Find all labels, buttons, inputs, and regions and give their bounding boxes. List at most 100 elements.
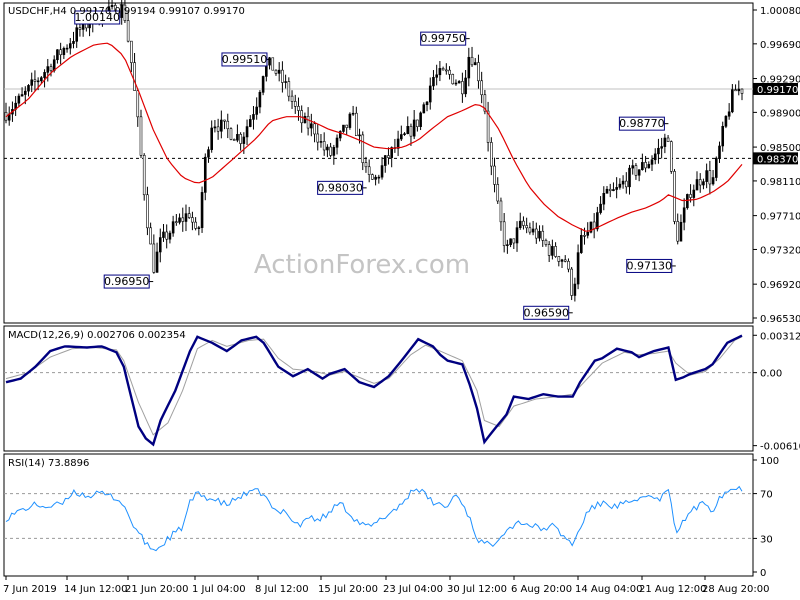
price-y-tick-label: 1.00080 [760,6,800,17]
macd-series [4,334,753,447]
candle-body [714,157,718,178]
candle-body [165,231,168,240]
candle-body [692,189,696,198]
macd-y-tick-label: -0.006103 [760,442,800,453]
candle-body [78,27,82,30]
candle-body [451,74,455,85]
candle-body [187,213,191,218]
candle-body [345,124,348,128]
candle-body [425,101,429,105]
candle-body [535,228,538,239]
macd-y-tick-label: 0.00 [760,369,782,380]
candle-body [506,244,509,246]
candle-body [335,137,339,148]
candle-body [223,119,226,122]
candle-body [663,137,667,147]
candle-body [297,106,300,111]
x-tick-label: 30 Jul 12:00 [447,584,507,595]
annotation-box [618,116,665,131]
candle-body [727,111,731,117]
x-tick-label: 14 Aug 04:00 [575,584,642,595]
annotation-label: 0.96950 [104,275,150,288]
candle-body [59,49,62,56]
candle-body [596,212,599,230]
annotation-box [317,180,364,195]
x-tick-label: 1 Jul 04:00 [192,584,246,595]
candle-body [155,251,159,273]
candle-body [544,240,548,245]
candle-body [644,162,647,169]
candle-body [618,183,622,188]
rsi-panel-title: RSI(14) 73.8896 [8,458,89,469]
candle-body [621,180,625,185]
candle-body [435,74,438,78]
candle-body [615,187,618,190]
x-tick-label: 21 Aug 12:00 [639,584,706,595]
candle-body [528,227,532,233]
candle-body [573,283,577,296]
candle-body [679,221,683,242]
rsi-y-tick-label: 0 [760,568,766,579]
candle-body [72,41,75,44]
candle-body [547,244,551,256]
candle-body [374,176,377,180]
candle-body [367,166,371,175]
rsi-y-tick-label: 30 [760,534,773,545]
candle-body [676,221,680,242]
candle-body [412,119,416,137]
candle-body [698,179,702,186]
candle-body [351,112,355,115]
candle-body [152,243,156,273]
price-annotations: 1.00140 0.96950 0.99510 0.98030 0.99750 0.965… [74,4,676,320]
candle-body [216,126,220,132]
candle-body [718,145,721,159]
candle-body [467,56,471,79]
candle-body [499,200,503,223]
candle-body [136,90,140,118]
candle-body [268,57,271,66]
candle-body [252,114,255,120]
candle-body [438,68,442,76]
candle-body [338,131,342,139]
candle-body [36,80,40,83]
candle-body [364,162,368,168]
candle-body [322,141,326,151]
candle-body [20,94,24,97]
candle-body [68,43,72,49]
candle-body [403,133,406,135]
candle-body [525,225,528,229]
macd-signal-line [5,336,743,436]
price-y-tick-label: 0.98900 [760,108,800,119]
candle-body [682,207,686,223]
candle-body [274,69,278,74]
candle-body [551,246,554,256]
annotation-label: 1.00140 [75,11,121,24]
candle-body [695,179,699,191]
candle-body [178,217,181,223]
candle-body [457,81,461,84]
candle-body [647,164,651,169]
candle-body [416,119,419,127]
candle-body [229,128,233,140]
candle-body [261,76,265,93]
candle-body [277,69,281,74]
candle-body [293,101,297,107]
candle-body [316,133,320,143]
candle-body [554,246,557,257]
rsi-y-axis: 100 70 30 0 [753,456,779,579]
candle-body [522,220,525,226]
macd-y-axis: 0.003126 0.00 -0.006103 [753,331,800,453]
candle-body [27,85,30,92]
candle-body [203,156,207,193]
candle-body [46,66,50,73]
candle-body [490,142,493,167]
candle-body [660,146,663,149]
candle-body [599,203,602,213]
candle-body [306,115,310,129]
price-y-tick-label: 0.96530 [760,314,800,325]
candle-body [631,165,635,169]
candle-body [657,147,660,155]
annotation-box [74,10,121,25]
candle-body [158,237,162,253]
candle-body [724,115,728,127]
